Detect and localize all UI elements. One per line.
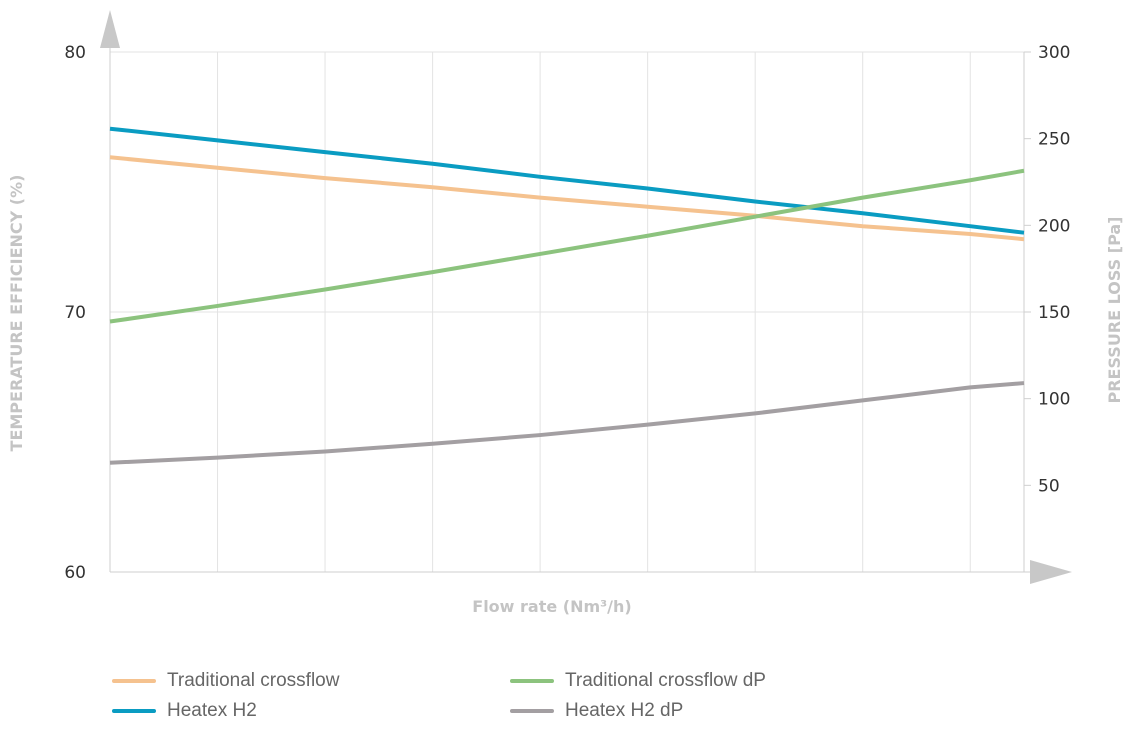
x-axis-arrow-icon [1030,560,1072,584]
y-right-tick-label: 300 [1038,43,1070,63]
grid [110,51,1025,573]
series-line-traditional-crossflow [109,155,1025,242]
x-axis-title: Flow rate (Nm³/h) [472,597,631,616]
legend-item-traditional-crossflow-dp: Traditional crossflow dP [510,670,766,692]
y-left-tick-label: 60 [64,563,86,583]
legend-swatch [510,709,554,713]
series [109,126,1025,465]
y-axis-arrow-icon [100,10,120,48]
legend-item-heatex-h2-dp: Heatex H2 dP [510,700,683,722]
y-left-axis-title: TEMPERATURE EFFICIENCY (%) [7,175,26,452]
tick-labels: 60 70 80 50 100 150 200 250 300 [64,43,1070,583]
series-line-traditional-crossflow-dp [109,168,1025,324]
legend-label: Traditional crossflow [167,670,340,691]
axes [100,10,1072,584]
legend-label: Heatex H2 dP [565,700,684,721]
legend-item-heatex-h2: Heatex H2 [112,700,257,722]
series-line-heatex-h2-dp [109,381,1025,465]
y-left-tick-label: 70 [64,303,86,323]
y-right-tick-label: 250 [1038,130,1070,150]
y-right-tick-label: 200 [1038,216,1070,236]
legend-swatch [112,709,156,713]
y-right-tick-label: 100 [1038,390,1070,410]
y-left-tick-label: 80 [64,43,86,63]
legend-label: Traditional crossflow dP [565,670,766,691]
y-right-tick-label: 150 [1038,303,1070,323]
legend-swatch [510,679,554,683]
legend-item-traditional-crossflow: Traditional crossflow [112,670,339,692]
y-right-tick-label: 50 [1038,476,1060,496]
legend-swatch [112,679,156,683]
legend-label: Heatex H2 [167,700,257,721]
y-right-axis-title: PRESSURE LOSS [Pa] [1105,217,1124,404]
series-line-heatex-h2 [109,126,1025,235]
